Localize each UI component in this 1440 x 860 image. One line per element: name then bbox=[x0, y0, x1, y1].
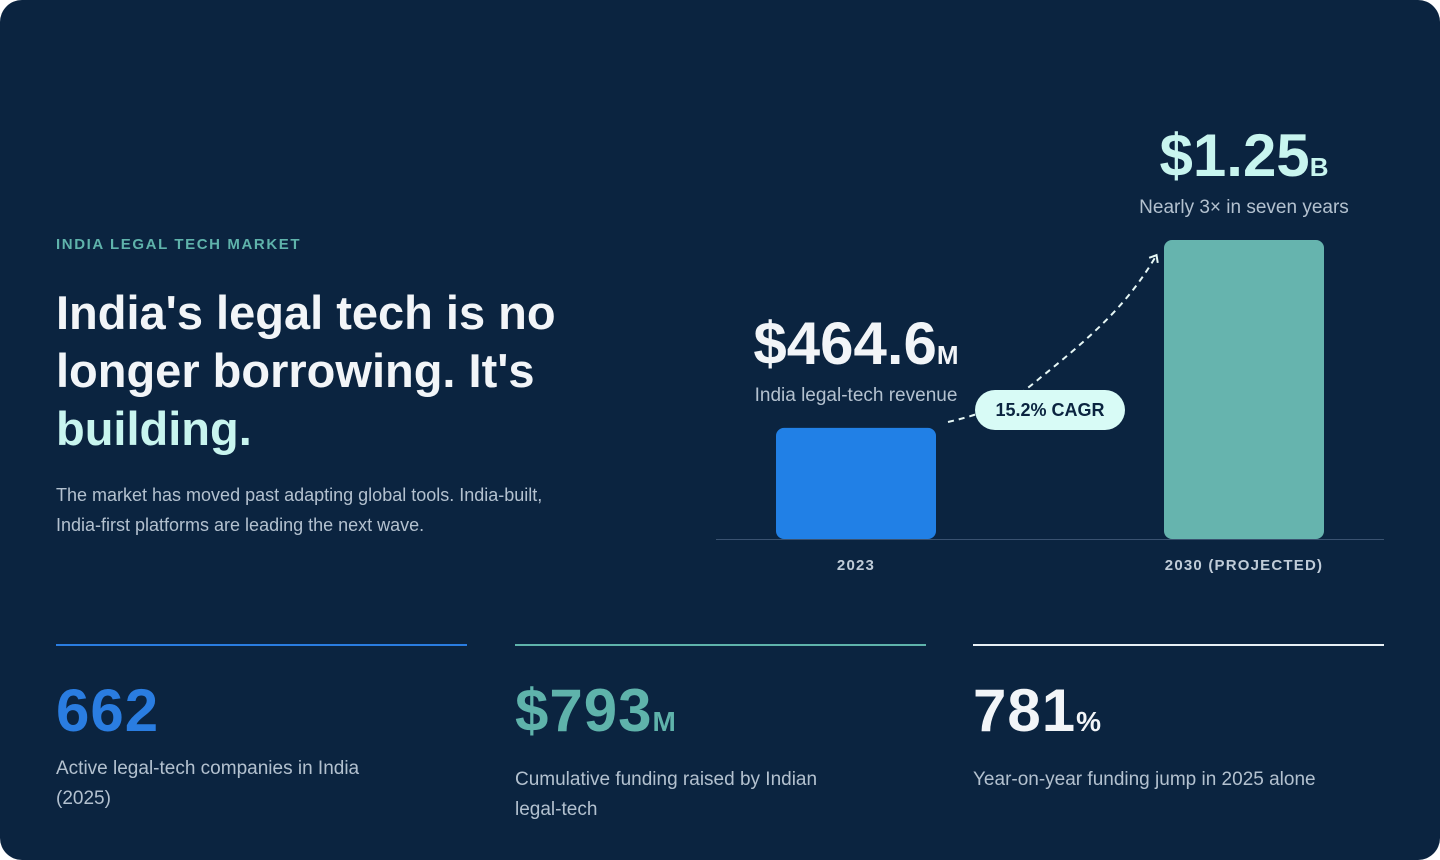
value-number: $1.25 bbox=[1160, 122, 1310, 189]
category-label: 2023 bbox=[837, 557, 875, 574]
stat-number: 781 bbox=[973, 677, 1077, 744]
stat-number: $793 bbox=[515, 677, 653, 744]
stat-caption: Active legal-tech companies in India (20… bbox=[56, 758, 360, 809]
stat-value: 662 bbox=[56, 676, 467, 746]
headline-highlight: building. bbox=[56, 402, 252, 455]
value-caption: Nearly 3× in seven years bbox=[1139, 197, 1349, 218]
stat: $793M Cumulative funding raised by Indian… bbox=[515, 644, 926, 825]
stat-caption: Year-on-year funding jump in 2025 alone bbox=[973, 769, 1316, 790]
headline-lead: India's legal tech is no longer borrowin… bbox=[56, 286, 556, 397]
stat-number: 662 bbox=[56, 677, 160, 744]
stat-rule bbox=[56, 644, 467, 646]
value-label: $1.25B bbox=[1160, 122, 1329, 189]
stat: 781% Year-on-year funding jump in 2025 al… bbox=[973, 644, 1384, 795]
body-text: The market has moved past adapting globa… bbox=[56, 485, 543, 535]
stat-unit: M bbox=[652, 706, 677, 737]
cagr-label: 15.2% CAGR bbox=[995, 400, 1104, 420]
stat: 662 Active legal-tech companies in India … bbox=[56, 644, 467, 814]
stat-rule bbox=[973, 644, 1384, 646]
stat-value: $793M bbox=[515, 676, 926, 757]
eyebrow: INDIA LEGAL TECH MARKET bbox=[56, 236, 302, 253]
value-caption: India legal-tech revenue bbox=[755, 385, 958, 406]
stat-caption: Cumulative funding raised by Indian lega… bbox=[515, 769, 818, 820]
cagr-pill bbox=[975, 390, 1125, 430]
bar bbox=[776, 427, 936, 539]
stat-rule bbox=[515, 644, 926, 646]
stat-unit: % bbox=[1076, 706, 1103, 737]
headline: India's legal tech is no longer borrowin… bbox=[56, 284, 616, 458]
bar bbox=[1164, 240, 1324, 539]
category-label: 2030 (PROJECTED) bbox=[1165, 557, 1323, 574]
stat-value: 781% bbox=[973, 676, 1384, 757]
value-unit: M bbox=[937, 340, 959, 370]
value-number: $464.6 bbox=[753, 310, 937, 377]
value-unit: B bbox=[1310, 152, 1329, 182]
value-label: $464.6M bbox=[753, 310, 958, 377]
